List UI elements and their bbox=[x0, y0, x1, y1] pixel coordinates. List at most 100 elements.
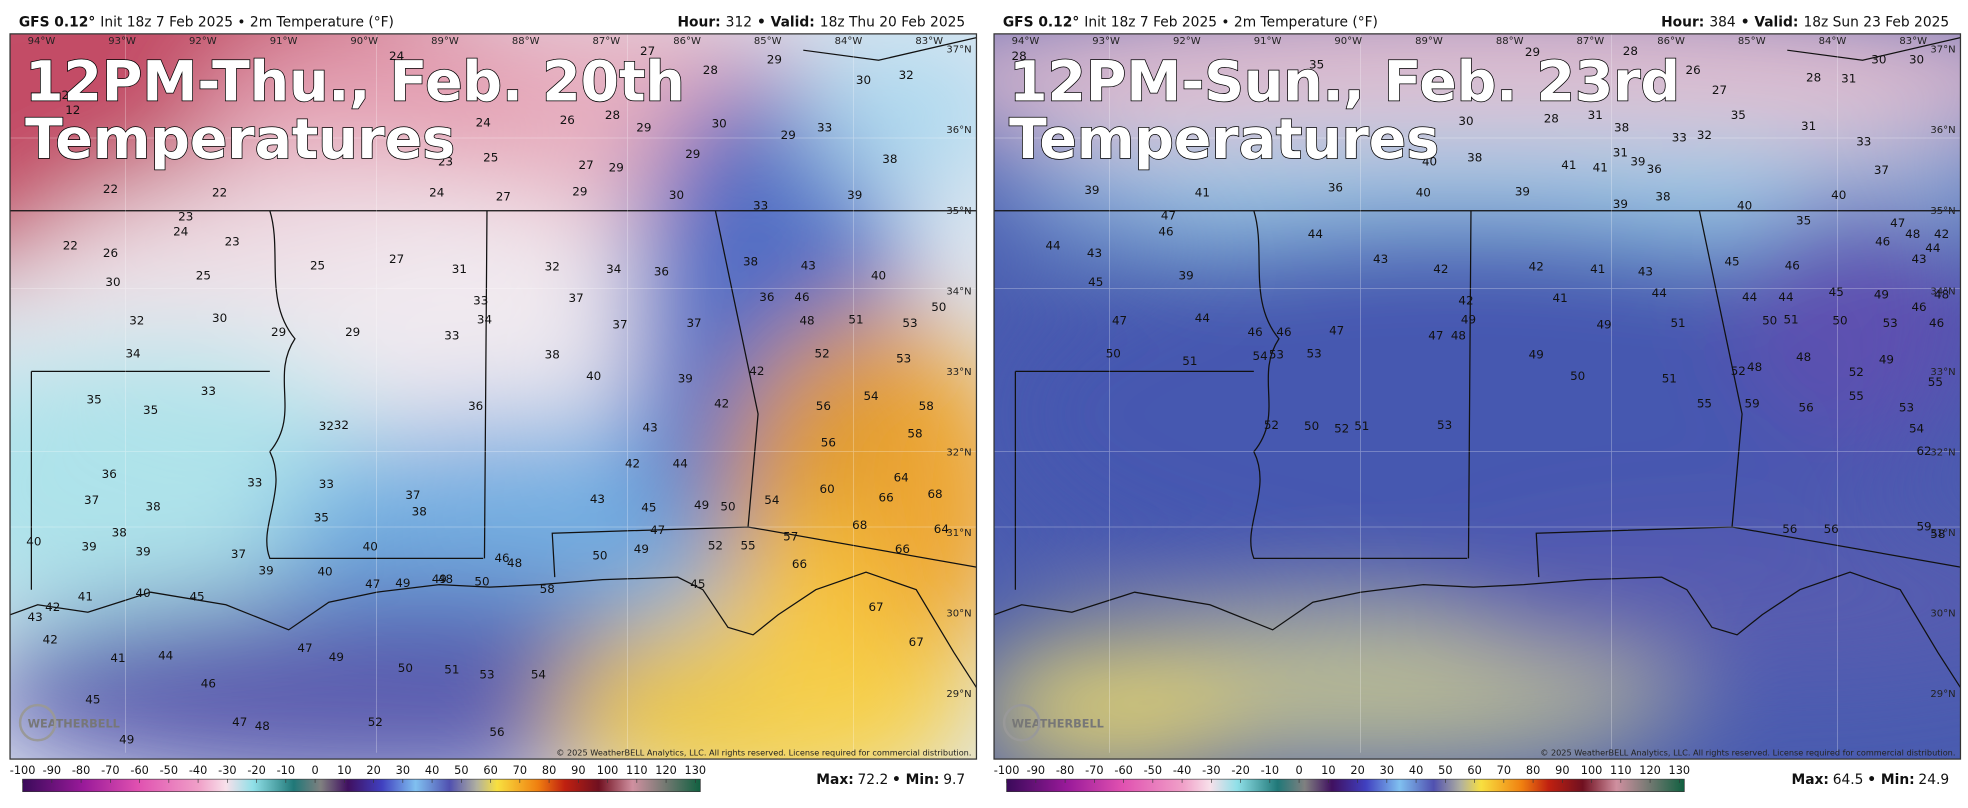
temperature-label: 68 bbox=[927, 487, 942, 501]
colorbar-tick-label: 0 bbox=[1295, 764, 1302, 777]
temperature-label: 55 bbox=[1697, 397, 1712, 411]
colorbar-tick-label: 80 bbox=[542, 764, 556, 777]
lon-label: 92°W bbox=[189, 36, 217, 47]
temperature-label: 59 bbox=[1745, 397, 1760, 411]
temperature-label: 49 bbox=[432, 572, 447, 586]
temperature-label: 55 bbox=[1849, 389, 1864, 403]
temperature-label: 43 bbox=[1087, 246, 1102, 260]
temperature-label: 42 bbox=[45, 600, 60, 614]
temperature-label: 53 bbox=[479, 668, 494, 682]
shade bbox=[552, 608, 977, 760]
colorbar-tick-label: -80 bbox=[1056, 764, 1074, 777]
temperature-label: 47 bbox=[297, 641, 312, 655]
temperature-label: 53 bbox=[1269, 348, 1284, 362]
temperature-label: 35 bbox=[143, 403, 158, 417]
temperature-label: 50 bbox=[720, 499, 735, 513]
lon-label: 83°W bbox=[1899, 36, 1927, 47]
temperature-label: 50 bbox=[1832, 314, 1847, 328]
temperature-label: 50 bbox=[1304, 419, 1319, 433]
colorbar-tick-label: 50 bbox=[454, 764, 468, 777]
temperature-label: 37 bbox=[612, 317, 627, 331]
lat-label: 34°N bbox=[946, 286, 971, 297]
temperature-label: 46 bbox=[201, 676, 216, 690]
temperature-label: 51 bbox=[444, 662, 459, 676]
temperature-label: 50 bbox=[592, 548, 607, 562]
temperature-label: 45 bbox=[85, 693, 100, 707]
temperature-label: 36 bbox=[654, 265, 669, 279]
temperature-label: 25 bbox=[310, 258, 325, 272]
shade bbox=[1737, 188, 1961, 440]
map-panel: GFS 0.12° Init 18z 7 Feb 2025 • 2m Temper… bbox=[9, 14, 978, 793]
temperature-label: 23 bbox=[438, 154, 453, 168]
temperature-label: 42 bbox=[43, 632, 58, 646]
temperature-label: 48 bbox=[438, 572, 453, 586]
temperature-label: 49 bbox=[329, 650, 344, 664]
min: 24.9 bbox=[1918, 772, 1949, 788]
valid-label: • Valid: bbox=[757, 14, 815, 30]
temperature-field bbox=[10, 33, 977, 760]
valid: 18z Thu 20 Feb 2025 bbox=[820, 14, 965, 30]
temperature-label: 32 bbox=[545, 260, 560, 274]
temperature-label: 38 bbox=[1467, 151, 1482, 165]
temperature-label: 48 bbox=[255, 719, 270, 733]
lon-label: 83°W bbox=[915, 36, 943, 47]
shade bbox=[994, 33, 1961, 164]
colorbar-tick-label: 30 bbox=[1380, 764, 1394, 777]
colorbar-tick-label: -10 bbox=[277, 764, 295, 777]
temperature-label: 25 bbox=[196, 269, 211, 283]
temperature-label: 66 bbox=[879, 491, 894, 505]
colorbar-tick-label: -50 bbox=[160, 764, 178, 777]
colorbar-tick-label: 70 bbox=[513, 764, 527, 777]
temperature-label: 64 bbox=[894, 471, 909, 485]
logo-globe bbox=[18, 703, 57, 742]
temperature-label: 47 bbox=[1890, 216, 1905, 230]
max-label: Max: bbox=[1791, 772, 1828, 788]
lat-label: 30°N bbox=[946, 609, 971, 620]
temperature-label: 39 bbox=[847, 188, 862, 202]
temperature-label: 29 bbox=[636, 120, 651, 134]
valid: 18z Sun 23 Feb 2025 bbox=[1803, 14, 1949, 30]
temperature-label: 37 bbox=[1874, 163, 1889, 177]
colorbar-tick-label: -60 bbox=[1114, 764, 1132, 777]
temperature-label: 49 bbox=[395, 576, 410, 590]
lat-label: 29°N bbox=[946, 689, 971, 700]
hour-label: Hour: bbox=[677, 14, 720, 30]
lon-label: 86°W bbox=[673, 36, 701, 47]
colorbar-tick-label: -80 bbox=[72, 764, 90, 777]
temperature-label: 37 bbox=[569, 291, 584, 305]
temperature-label: 54 bbox=[1253, 349, 1268, 363]
temperature-label: 40 bbox=[317, 565, 332, 579]
colorbar-tick-label: 60 bbox=[483, 764, 497, 777]
temperature-label: 51 bbox=[1783, 312, 1798, 326]
header-left: GFS 0.12° Init 18z 7 Feb 2025 • 2m Temper… bbox=[19, 14, 394, 30]
temperature-label: 36 bbox=[1647, 162, 1662, 176]
temperature-label: 40 bbox=[871, 269, 886, 283]
lon-label: 90°W bbox=[350, 36, 378, 47]
temperature-label: 42 bbox=[1529, 260, 1544, 274]
headline: 12PM-Sun., Feb. 23rd bbox=[1009, 50, 1680, 114]
temperature-label: 26 bbox=[1686, 63, 1701, 77]
colorbar-tick-label: 10 bbox=[337, 764, 351, 777]
lon-label: 87°W bbox=[1577, 36, 1605, 47]
temperature-label: 26 bbox=[560, 113, 575, 127]
temperature-label: 28 bbox=[1544, 112, 1559, 126]
temperature-label: 56 bbox=[1782, 522, 1797, 536]
lat-label: 31°N bbox=[946, 528, 971, 539]
temperature-label: 44 bbox=[1778, 290, 1793, 304]
temperature-label: 39 bbox=[1178, 269, 1193, 283]
colorbar-tick-label: -100 bbox=[994, 764, 1020, 777]
temperature-label: 44 bbox=[1742, 290, 1757, 304]
run-info: Init 18z 7 Feb 2025 • 2m Temperature (°F… bbox=[1084, 14, 1378, 30]
temperature-label: 46 bbox=[1875, 235, 1890, 249]
temperature-label: 56 bbox=[489, 725, 504, 739]
temperature-label: 32 bbox=[129, 314, 144, 328]
temperature-label: 45 bbox=[1088, 275, 1103, 289]
lon-label: 85°W bbox=[1738, 36, 1766, 47]
temperature-label: 58 bbox=[919, 399, 934, 413]
temperature-label: 33 bbox=[201, 384, 216, 398]
temperature-label: 41 bbox=[78, 590, 93, 604]
temperature-label: 43 bbox=[643, 420, 658, 434]
temperature-label: 39 bbox=[1084, 183, 1099, 197]
lon-label: 91°W bbox=[270, 36, 298, 47]
temperature-label: 35 bbox=[1796, 213, 1811, 227]
